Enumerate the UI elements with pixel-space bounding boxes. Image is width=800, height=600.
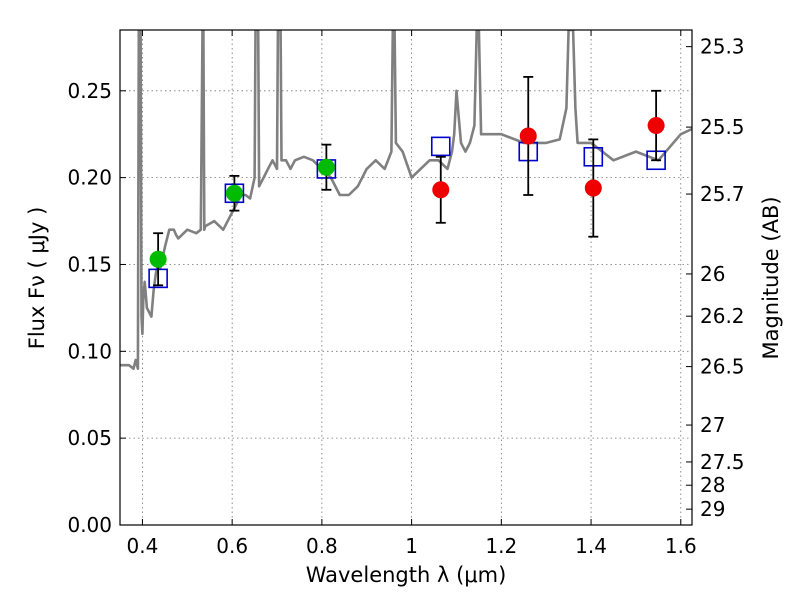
x-tick-label: 1.4 xyxy=(575,534,607,558)
data-point xyxy=(225,184,243,202)
mag-tick-label: 26.2 xyxy=(700,304,745,328)
mag-tick-label: 26 xyxy=(700,262,725,286)
mag-tick-label: 28 xyxy=(700,473,725,497)
data-point xyxy=(584,179,602,197)
magnitude-axis-label: Magnitude (AB) xyxy=(759,196,783,359)
data-point xyxy=(149,250,167,268)
y-tick-label: 0.15 xyxy=(67,252,112,276)
x-axis-label: Wavelength λ (μm) xyxy=(306,563,507,587)
y-tick-label: 0.20 xyxy=(67,166,112,190)
data-point xyxy=(519,127,537,145)
x-tick-label: 1.6 xyxy=(665,534,697,558)
mag-tick-label: 29 xyxy=(700,497,725,521)
plot-layer xyxy=(120,30,692,370)
spectrum-line xyxy=(120,30,692,370)
mag-tick-label: 25.5 xyxy=(700,115,745,139)
x-tick-label: 1.2 xyxy=(485,534,517,558)
y-tick-label: 0.00 xyxy=(67,513,112,537)
mag-tick-label: 26.5 xyxy=(700,355,745,379)
model-photometry-square xyxy=(430,136,451,157)
plot-frame xyxy=(119,29,693,526)
x-tick-label: 0.8 xyxy=(306,534,338,558)
data-point xyxy=(317,158,335,176)
mag-tick-label: 25.3 xyxy=(700,35,745,59)
x-tick-label: 0.4 xyxy=(127,534,159,558)
y-tick-label: 0.05 xyxy=(67,426,112,450)
mag-tick-label: 27.5 xyxy=(700,450,745,474)
mag-tick-label: 27 xyxy=(700,413,725,437)
y-tick-label: 0.10 xyxy=(67,339,112,363)
x-tick-label: 0.6 xyxy=(216,534,248,558)
data-point xyxy=(432,181,450,199)
x-tick-label: 1 xyxy=(405,534,418,558)
y-tick-label: 0.25 xyxy=(67,79,112,103)
axis-layer: 0.4 0.6 0.8 1 1.2 1.4 1.6 0.00 0.05 0.10 0.15 0.20 0… xyxy=(67,30,745,558)
mag-tick-label: 25.7 xyxy=(700,182,745,206)
y-axis-label: Flux Fν ( μJy ) xyxy=(25,207,49,350)
data-point xyxy=(647,117,665,135)
